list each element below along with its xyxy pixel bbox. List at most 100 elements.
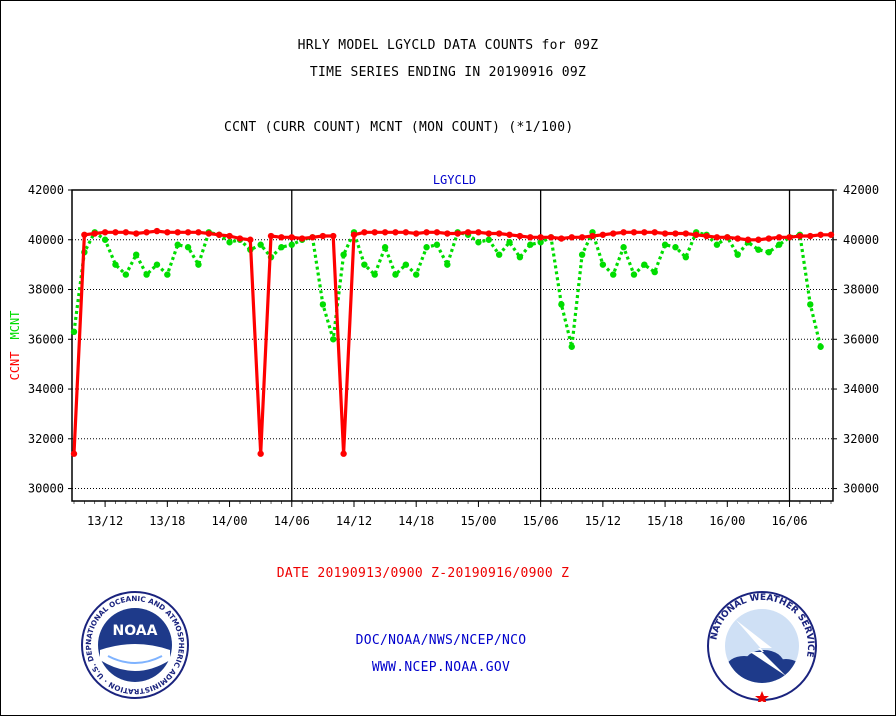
y-tick-label-left: 38000 xyxy=(28,283,64,297)
data-point-ccnt xyxy=(495,230,503,237)
data-point-ccnt xyxy=(371,229,378,236)
data-point-ccnt xyxy=(423,229,430,236)
chart-title: HRLY MODEL LGYCLD DATA COUNTS for 09Z xyxy=(297,38,599,53)
nws-logo: NATIONAL WEATHER SERVICE xyxy=(707,591,817,702)
data-point-ccnt xyxy=(734,235,741,242)
data-point-ccnt xyxy=(153,227,161,235)
org-line: DOC/NOAA/NWS/NCEP/NCO xyxy=(355,633,527,648)
data-point-ccnt xyxy=(350,231,358,238)
data-point-ccnt xyxy=(164,229,171,236)
x-tick-label: 13/18 xyxy=(149,514,185,528)
data-point-mcnt xyxy=(475,239,482,246)
data-point-ccnt xyxy=(724,234,731,241)
plot-area xyxy=(71,189,834,502)
data-point-mcnt xyxy=(610,271,617,278)
data-point-ccnt xyxy=(661,230,669,237)
data-point-ccnt xyxy=(381,229,389,236)
x-tick-label: 14/18 xyxy=(398,514,434,528)
y-tick-label-right: 34000 xyxy=(843,382,879,396)
data-point-mcnt xyxy=(682,253,690,261)
data-point-mcnt xyxy=(164,271,171,278)
data-point-mcnt xyxy=(527,241,534,248)
data-point-ccnt xyxy=(278,234,285,241)
data-point-ccnt xyxy=(226,232,233,240)
url-line[interactable]: WWW.NCEP.NOAA.GOV xyxy=(371,660,511,675)
data-point-ccnt xyxy=(765,235,772,242)
data-point-ccnt xyxy=(319,232,327,240)
y-tick-label-left: 34000 xyxy=(28,382,64,396)
x-tick-label: 15/06 xyxy=(523,514,559,528)
data-point-ccnt xyxy=(641,229,648,236)
data-point-ccnt xyxy=(195,229,202,236)
data-point-ccnt xyxy=(672,230,679,237)
data-point-ccnt xyxy=(112,229,119,236)
data-point-ccnt xyxy=(651,229,658,236)
x-tick-label: 15/18 xyxy=(647,514,683,528)
data-point-mcnt xyxy=(330,336,337,343)
chart-subtitle: CCNT (CURR COUNT) MCNT (MON COUNT) (*1/1… xyxy=(224,120,574,135)
data-point-ccnt xyxy=(236,235,244,242)
data-point-ccnt xyxy=(444,230,451,237)
data-point-ccnt xyxy=(744,236,752,243)
y-axis-label-ccnt: CCNT xyxy=(8,352,22,381)
data-point-mcnt xyxy=(371,271,378,278)
data-point-ccnt xyxy=(101,229,109,236)
data-point-mcnt xyxy=(620,244,627,251)
data-point-mcnt xyxy=(288,241,295,248)
data-point-mcnt xyxy=(143,271,150,278)
data-point-ccnt xyxy=(578,234,586,241)
data-point-ccnt xyxy=(537,234,544,241)
data-point-mcnt xyxy=(444,261,451,268)
date-range: DATE 20190913/0900 Z-20190916/0900 Z xyxy=(276,566,570,581)
data-point-ccnt xyxy=(309,234,316,241)
data-point-mcnt xyxy=(133,251,140,258)
data-point-ccnt xyxy=(330,232,337,240)
data-point-mcnt xyxy=(122,271,130,278)
data-point-mcnt xyxy=(278,244,285,251)
data-point-ccnt xyxy=(620,229,627,236)
data-point-ccnt xyxy=(298,235,306,242)
data-point-ccnt xyxy=(91,230,98,237)
data-point-mcnt xyxy=(319,301,327,308)
data-point-ccnt xyxy=(703,232,710,240)
data-point-mcnt xyxy=(112,261,119,268)
data-point-ccnt xyxy=(527,234,534,241)
data-point-mcnt xyxy=(661,241,669,248)
data-point-ccnt xyxy=(247,236,254,243)
data-point-ccnt xyxy=(413,230,420,237)
data-point-mcnt xyxy=(392,271,399,278)
y-tick-label-left: 30000 xyxy=(28,482,64,496)
data-point-ccnt xyxy=(807,232,814,240)
data-point-mcnt xyxy=(558,301,565,308)
data-point-mcnt xyxy=(195,261,202,268)
data-point-mcnt xyxy=(413,271,420,278)
data-point-ccnt xyxy=(506,231,513,238)
data-point-ccnt xyxy=(257,450,264,457)
data-point-ccnt xyxy=(205,230,213,237)
data-point-mcnt xyxy=(361,261,368,268)
data-point-mcnt xyxy=(755,246,762,253)
data-point-ccnt xyxy=(713,234,721,241)
data-point-mcnt xyxy=(651,268,658,276)
data-point-ccnt xyxy=(796,232,804,240)
data-point-mcnt xyxy=(433,241,441,248)
data-point-ccnt xyxy=(817,231,824,238)
data-point-ccnt xyxy=(174,229,181,236)
data-point-mcnt xyxy=(765,249,772,256)
data-point-mcnt xyxy=(70,328,78,336)
data-point-mcnt xyxy=(817,343,824,350)
data-point-mcnt xyxy=(506,239,513,246)
data-point-ccnt xyxy=(755,236,762,243)
x-tick-label: 15/00 xyxy=(460,514,496,528)
data-point-ccnt xyxy=(215,231,223,238)
data-point-mcnt xyxy=(516,253,524,261)
data-point-ccnt xyxy=(143,229,150,236)
data-point-ccnt xyxy=(288,234,295,241)
data-point-mcnt xyxy=(402,261,410,268)
data-point-ccnt xyxy=(589,232,596,240)
y-tick-label-right: 30000 xyxy=(843,482,879,496)
series-points-ccnt xyxy=(70,227,835,457)
data-point-mcnt xyxy=(641,261,648,268)
data-point-mcnt xyxy=(807,301,814,308)
data-point-ccnt xyxy=(682,230,690,237)
